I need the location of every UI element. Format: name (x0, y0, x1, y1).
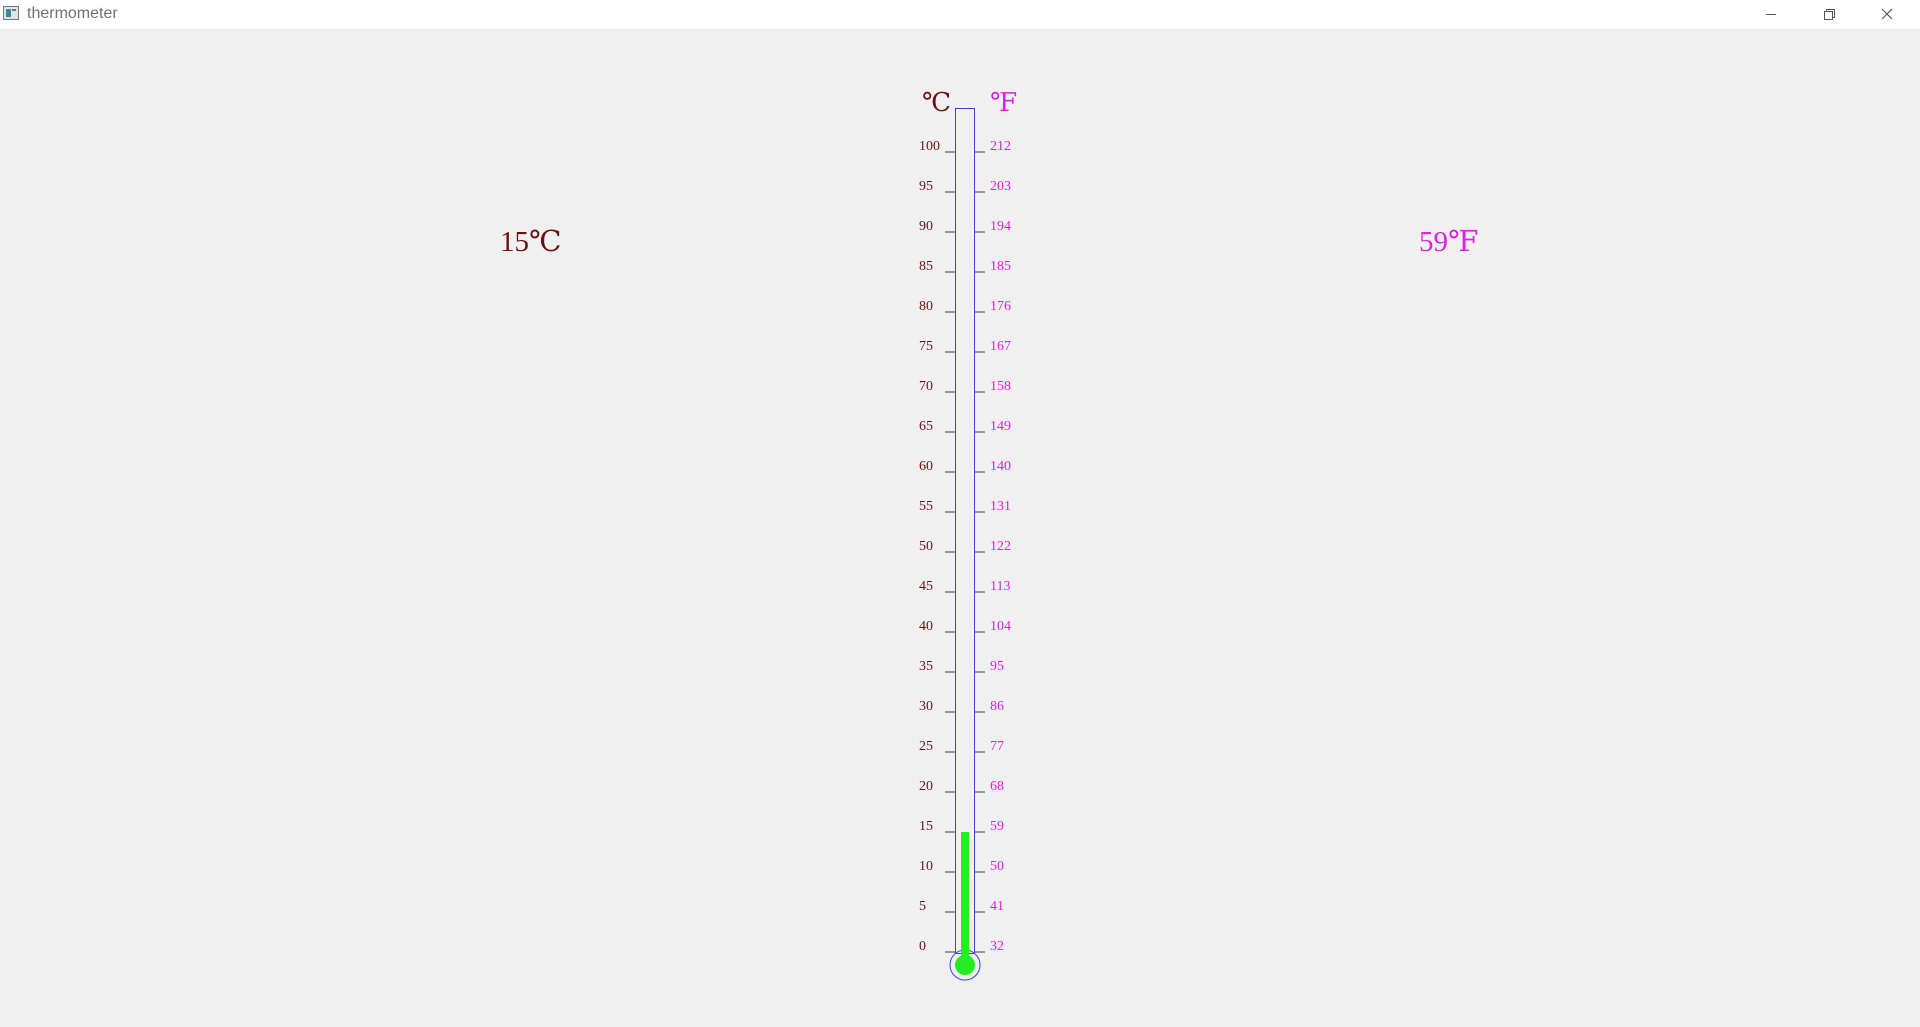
celsius-tick-label: 50 (919, 539, 933, 554)
celsius-tick-label: 95 (919, 179, 933, 194)
fahrenheit-tick-label: 131 (990, 499, 1011, 514)
celsius-tick-label: 70 (919, 379, 933, 394)
restore-icon (1824, 9, 1835, 20)
fahrenheit-tick-label: 68 (990, 779, 1004, 794)
fahrenheit-tick-label: 41 (990, 899, 1004, 914)
window-title: thermometer (27, 5, 118, 22)
mercury-column (961, 832, 969, 965)
celsius-tick-label: 85 (919, 259, 933, 274)
celsius-tick-label: 55 (919, 499, 933, 514)
fahrenheit-tick-label: 86 (990, 699, 1004, 714)
celsius-tick-label: 30 (919, 699, 933, 714)
minimize-button[interactable] (1742, 0, 1800, 29)
celsius-tick-label: 35 (919, 659, 933, 674)
celsius-tick-label: 25 (919, 739, 933, 754)
fahrenheit-unit-label: ℉ (990, 88, 1017, 117)
celsius-readout: 15℃ (500, 226, 562, 258)
fahrenheit-tick-label: 176 (990, 299, 1011, 314)
celsius-tick-label: 20 (919, 779, 933, 794)
celsius-tick-label: 0 (919, 939, 926, 954)
celsius-tick-label: 60 (919, 459, 933, 474)
fahrenheit-tick-label: 59 (990, 819, 1004, 834)
celsius-tick-label: 5 (919, 899, 926, 914)
fahrenheit-tick-label: 122 (990, 539, 1011, 554)
fahrenheit-tick-label: 194 (990, 219, 1011, 234)
title-bar[interactable]: thermometer (0, 0, 1920, 29)
tick-group: 0 32 5 41 10 50 15 59 20 68 25 77 30 86 35 95 40 104 45 113… (919, 139, 1011, 954)
celsius-tick-label: 40 (919, 619, 933, 634)
fahrenheit-tick-label: 149 (990, 419, 1011, 434)
fahrenheit-tick-label: 158 (990, 379, 1011, 394)
fahrenheit-tick-label: 50 (990, 859, 1004, 874)
fahrenheit-tick-label: 212 (990, 139, 1011, 154)
celsius-unit-label: ℃ (922, 88, 951, 117)
celsius-tick-label: 75 (919, 339, 933, 354)
fahrenheit-tick-label: 95 (990, 659, 1004, 674)
minimize-icon (1766, 14, 1776, 15)
close-icon (1881, 8, 1893, 20)
fahrenheit-tick-label: 77 (990, 739, 1004, 754)
celsius-tick-label: 90 (919, 219, 933, 234)
celsius-tick-label: 80 (919, 299, 933, 314)
fahrenheit-readout: 59℉ (1419, 226, 1479, 258)
close-button[interactable] (1858, 0, 1916, 29)
restore-button[interactable] (1800, 0, 1858, 29)
celsius-tick-label: 45 (919, 579, 933, 594)
fahrenheit-tick-label: 32 (990, 939, 1004, 954)
fahrenheit-tick-label: 167 (990, 339, 1011, 354)
fahrenheit-tick-label: 113 (990, 579, 1010, 594)
fahrenheit-tick-label: 185 (990, 259, 1011, 274)
celsius-tick-label: 15 (919, 819, 933, 834)
fahrenheit-tick-label: 104 (990, 619, 1011, 634)
celsius-tick-label: 100 (919, 139, 940, 154)
fahrenheit-tick-label: 140 (990, 459, 1011, 474)
celsius-tick-label: 65 (919, 419, 933, 434)
mercury-bulb (955, 955, 975, 975)
thermometer-tube (955, 108, 975, 954)
fahrenheit-tick-label: 203 (990, 179, 1011, 194)
celsius-tick-label: 10 (919, 859, 933, 874)
app-icon (3, 6, 19, 20)
